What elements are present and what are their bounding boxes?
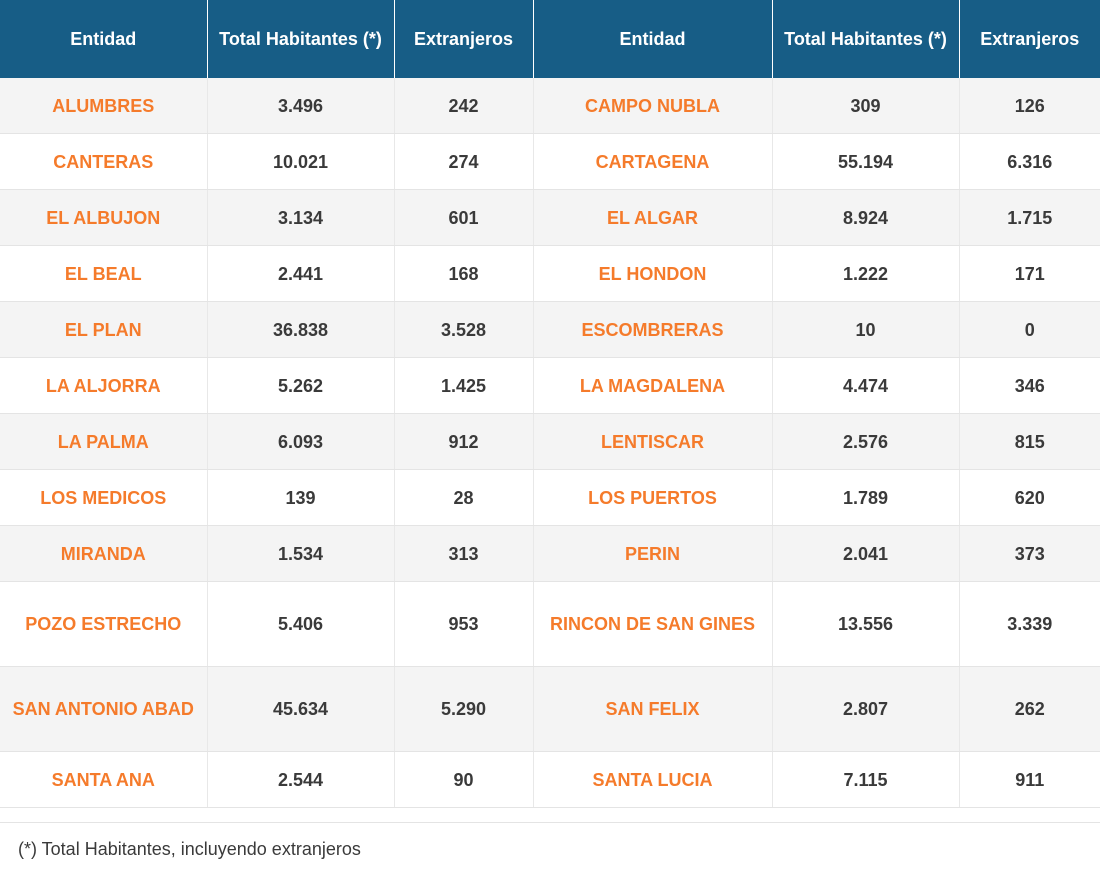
total-cell: 10 bbox=[772, 301, 960, 358]
entity-cell: POZO ESTRECHO bbox=[0, 581, 208, 667]
foreigners-cell: 28 bbox=[394, 469, 534, 526]
total-cell: 1.222 bbox=[772, 245, 960, 302]
entity-cell: SANTA LUCIA bbox=[533, 751, 773, 808]
total-cell: 6.093 bbox=[207, 413, 395, 470]
header-extranjeros-2: Extranjeros bbox=[959, 0, 1100, 78]
entity-cell: PERIN bbox=[533, 525, 773, 582]
table-row: EL BEAL 2.441 168 EL HONDON 1.222 171 bbox=[0, 245, 1100, 302]
foreigners-cell: 1.425 bbox=[394, 357, 534, 414]
table-row: CANTERAS 10.021 274 CARTAGENA 55.194 6.3… bbox=[0, 133, 1100, 190]
foreigners-cell: 90 bbox=[394, 751, 534, 808]
entity-cell: ALUMBRES bbox=[0, 78, 208, 134]
foreigners-cell: 953 bbox=[394, 581, 534, 667]
entity-cell: LENTISCAR bbox=[533, 413, 773, 470]
total-cell: 13.556 bbox=[772, 581, 960, 667]
table-row: SANTA ANA 2.544 90 SANTA LUCIA 7.115 911 bbox=[0, 751, 1100, 808]
table-body: ALUMBRES 3.496 242 CAMPO NUBLA 309 126 C… bbox=[0, 78, 1100, 808]
entity-cell: LOS MEDICOS bbox=[0, 469, 208, 526]
total-cell: 5.262 bbox=[207, 357, 395, 414]
header-entidad-2: Entidad bbox=[533, 0, 773, 78]
entity-cell: MIRANDA bbox=[0, 525, 208, 582]
header-extranjeros-1: Extranjeros bbox=[394, 0, 534, 78]
total-cell: 3.134 bbox=[207, 189, 395, 246]
table-row: LOS MEDICOS 139 28 LOS PUERTOS 1.789 620 bbox=[0, 469, 1100, 526]
total-cell: 139 bbox=[207, 469, 395, 526]
foreigners-cell: 912 bbox=[394, 413, 534, 470]
total-cell: 4.474 bbox=[772, 357, 960, 414]
entity-cell: EL PLAN bbox=[0, 301, 208, 358]
total-cell: 1.789 bbox=[772, 469, 960, 526]
foreigners-cell: 815 bbox=[959, 413, 1100, 470]
total-cell: 5.406 bbox=[207, 581, 395, 667]
foreigners-cell: 346 bbox=[959, 357, 1100, 414]
entity-cell: ESCOMBRERAS bbox=[533, 301, 773, 358]
total-cell: 36.838 bbox=[207, 301, 395, 358]
entity-cell: SANTA ANA bbox=[0, 751, 208, 808]
foreigners-cell: 274 bbox=[394, 133, 534, 190]
total-cell: 309 bbox=[772, 78, 960, 134]
table-row: SAN ANTONIO ABAD 45.634 5.290 SAN FELIX … bbox=[0, 666, 1100, 752]
table-row: POZO ESTRECHO 5.406 953 RINCON DE SAN GI… bbox=[0, 581, 1100, 667]
entity-cell: LOS PUERTOS bbox=[533, 469, 773, 526]
foreigners-cell: 6.316 bbox=[959, 133, 1100, 190]
foreigners-cell: 3.528 bbox=[394, 301, 534, 358]
table-footnote: (*) Total Habitantes, incluyendo extranj… bbox=[0, 822, 1100, 871]
foreigners-cell: 1.715 bbox=[959, 189, 1100, 246]
total-cell: 2.441 bbox=[207, 245, 395, 302]
total-cell: 2.576 bbox=[772, 413, 960, 470]
table-row: LA PALMA 6.093 912 LENTISCAR 2.576 815 bbox=[0, 413, 1100, 470]
entity-cell: LA ALJORRA bbox=[0, 357, 208, 414]
entity-cell: CAMPO NUBLA bbox=[533, 78, 773, 134]
foreigners-cell: 313 bbox=[394, 525, 534, 582]
foreigners-cell: 601 bbox=[394, 189, 534, 246]
foreigners-cell: 373 bbox=[959, 525, 1100, 582]
foreigners-cell: 242 bbox=[394, 78, 534, 134]
entity-cell: EL ALBUJON bbox=[0, 189, 208, 246]
entity-cell: LA MAGDALENA bbox=[533, 357, 773, 414]
total-cell: 2.041 bbox=[772, 525, 960, 582]
entity-cell: SAN ANTONIO ABAD bbox=[0, 666, 208, 752]
header-row: Entidad Total Habitantes (*) Extranjeros… bbox=[0, 0, 1100, 78]
table-row: EL PLAN 36.838 3.528 ESCOMBRERAS 10 0 bbox=[0, 301, 1100, 358]
foreigners-cell: 3.339 bbox=[959, 581, 1100, 667]
entity-cell: CARTAGENA bbox=[533, 133, 773, 190]
table-header: Entidad Total Habitantes (*) Extranjeros… bbox=[0, 0, 1100, 78]
total-cell: 1.534 bbox=[207, 525, 395, 582]
header-total-habitantes-1: Total Habitantes (*) bbox=[207, 0, 395, 78]
total-cell: 45.634 bbox=[207, 666, 395, 752]
total-cell: 2.544 bbox=[207, 751, 395, 808]
foreigners-cell: 262 bbox=[959, 666, 1100, 752]
table-row: LA ALJORRA 5.262 1.425 LA MAGDALENA 4.47… bbox=[0, 357, 1100, 414]
footnote-text: (*) Total Habitantes, incluyendo extranj… bbox=[18, 839, 361, 859]
header-total-habitantes-2: Total Habitantes (*) bbox=[772, 0, 960, 78]
entity-cell: EL HONDON bbox=[533, 245, 773, 302]
total-cell: 3.496 bbox=[207, 78, 395, 134]
table-row: ALUMBRES 3.496 242 CAMPO NUBLA 309 126 bbox=[0, 78, 1100, 134]
entity-cell: LA PALMA bbox=[0, 413, 208, 470]
foreigners-cell: 126 bbox=[959, 78, 1100, 134]
total-cell: 10.021 bbox=[207, 133, 395, 190]
entity-cell: RINCON DE SAN GINES bbox=[533, 581, 773, 667]
foreigners-cell: 5.290 bbox=[394, 666, 534, 752]
header-entidad-1: Entidad bbox=[0, 0, 208, 78]
foreigners-cell: 171 bbox=[959, 245, 1100, 302]
foreigners-cell: 0 bbox=[959, 301, 1100, 358]
population-table: Entidad Total Habitantes (*) Extranjeros… bbox=[0, 0, 1100, 808]
table-row: EL ALBUJON 3.134 601 EL ALGAR 8.924 1.71… bbox=[0, 189, 1100, 246]
foreigners-cell: 168 bbox=[394, 245, 534, 302]
total-cell: 8.924 bbox=[772, 189, 960, 246]
entity-cell: SAN FELIX bbox=[533, 666, 773, 752]
entity-cell: EL ALGAR bbox=[533, 189, 773, 246]
total-cell: 55.194 bbox=[772, 133, 960, 190]
total-cell: 7.115 bbox=[772, 751, 960, 808]
entity-cell: CANTERAS bbox=[0, 133, 208, 190]
entity-cell: EL BEAL bbox=[0, 245, 208, 302]
table-row: MIRANDA 1.534 313 PERIN 2.041 373 bbox=[0, 525, 1100, 582]
foreigners-cell: 911 bbox=[959, 751, 1100, 808]
foreigners-cell: 620 bbox=[959, 469, 1100, 526]
total-cell: 2.807 bbox=[772, 666, 960, 752]
